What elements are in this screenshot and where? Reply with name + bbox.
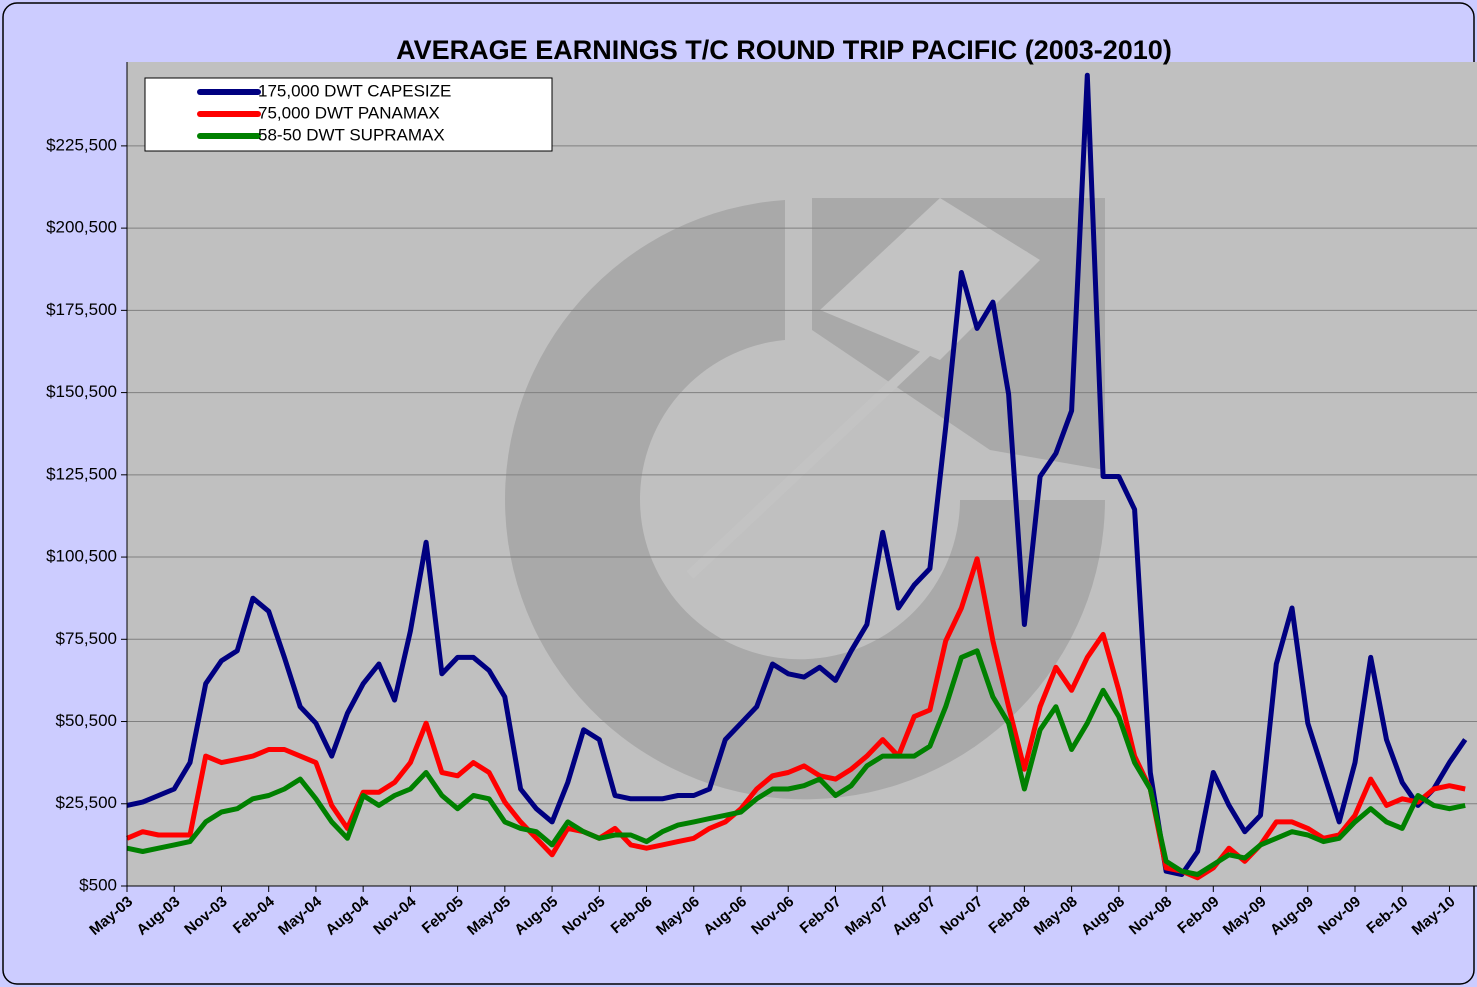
legend-label: 75,000 DWT PANAMAX [258,103,440,122]
y-tick-label: $125,500 [46,464,117,483]
series-line [126,648,1466,877]
chart-title: AVERAGE EARNINGS T/C ROUND TRIP PACIFIC … [396,35,1172,65]
legend-label: 58-50 DWT SUPRAMAX [258,125,445,144]
y-tick-label: $25,500 [56,793,117,812]
y-tick-label: $75,500 [56,629,117,648]
y-tick-label: $225,500 [46,135,117,154]
y-tick-label: $175,500 [46,300,117,319]
y-tick-label: $100,500 [46,547,117,566]
y-tick-label: $150,500 [46,382,117,401]
legend-label: 175,000 DWT CAPESIZE [258,81,451,100]
y-tick-label: $200,500 [46,218,117,237]
plot-area [127,62,1477,886]
y-tick-label: $500 [79,875,117,894]
series-line [126,72,1468,877]
y-tick-label: $50,500 [56,711,117,730]
